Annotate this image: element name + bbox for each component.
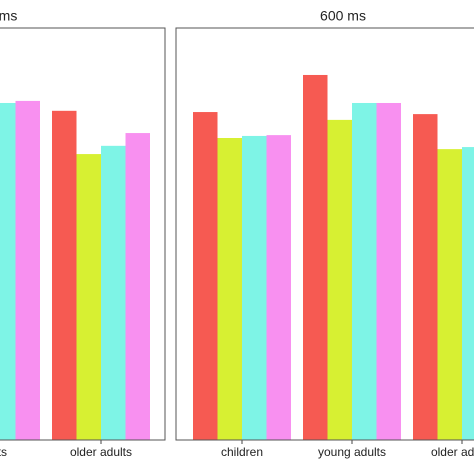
panel-border — [0, 27, 166, 441]
bar — [76, 154, 101, 440]
x-tick-label: adults — [0, 445, 7, 459]
panel-border — [175, 27, 474, 441]
bar — [327, 119, 352, 440]
bar — [352, 102, 377, 440]
bar — [217, 138, 242, 440]
x-tick-label: children — [221, 445, 263, 459]
bar — [266, 135, 291, 440]
bar — [413, 114, 438, 440]
bar — [52, 110, 77, 440]
panel-title: ms — [0, 8, 17, 24]
bar — [0, 102, 16, 440]
panel — [0, 100, 150, 440]
bar — [303, 74, 328, 440]
bar — [15, 100, 40, 440]
bar — [462, 147, 474, 440]
bar — [376, 102, 401, 440]
bar — [125, 133, 150, 440]
panel-title: 600 ms — [320, 8, 366, 24]
bar — [242, 135, 267, 440]
x-tick-label: young adults — [318, 445, 386, 459]
bar — [193, 112, 218, 440]
x-tick-label: older adults — [431, 445, 474, 459]
bar — [101, 145, 126, 440]
bar — [437, 149, 462, 440]
panel — [193, 74, 474, 440]
x-tick-label: older adults — [70, 445, 132, 459]
